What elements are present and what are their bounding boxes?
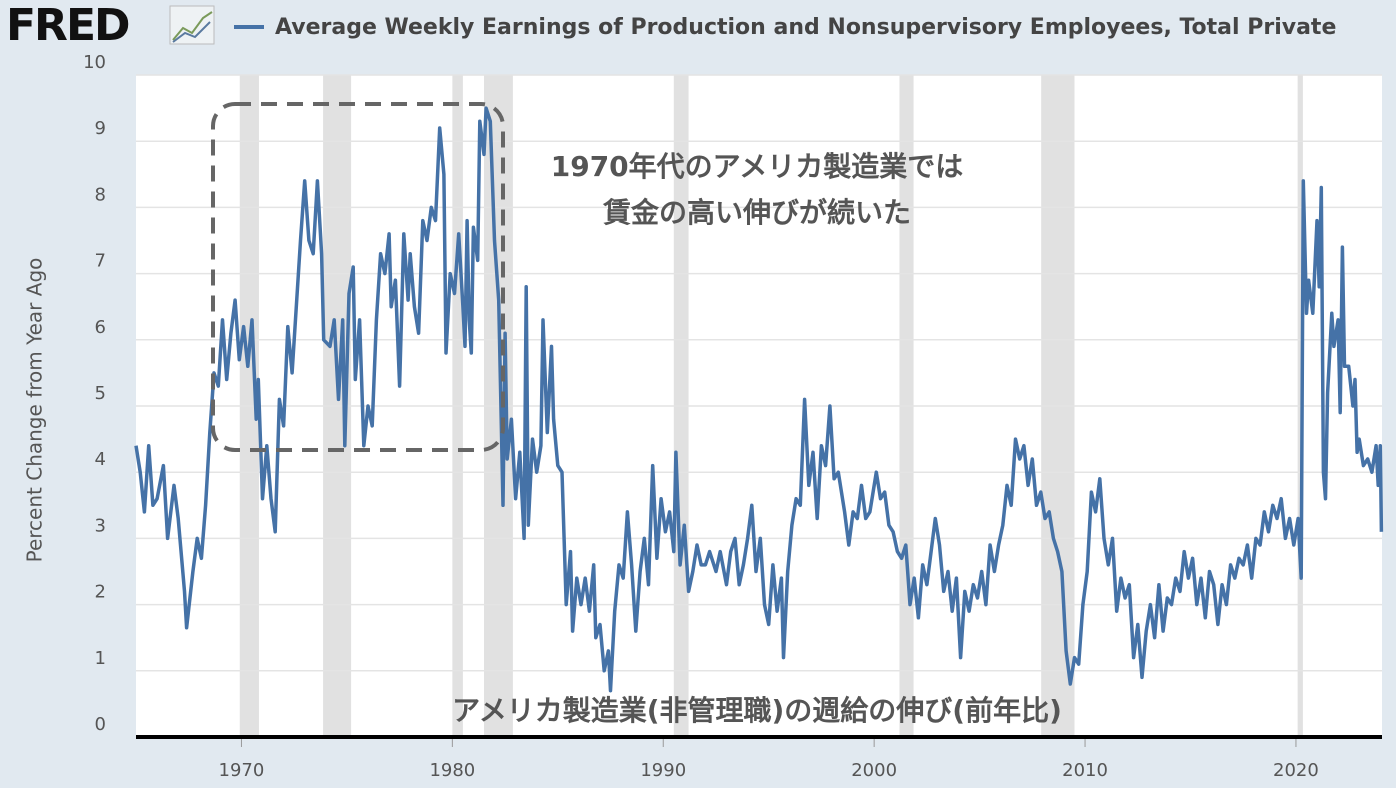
y-tick-label: 7 (95, 251, 106, 272)
annotation: アメリカ製造業(非管理職)の週給の伸び(前年比) (452, 694, 1062, 727)
y-tick-label: 6 (95, 317, 106, 338)
annotation: 賃金の高い伸びが続いた (602, 196, 911, 229)
x-tick-label: 1990 (640, 760, 686, 781)
y-tick-label: 2 (95, 582, 106, 603)
x-tick-label: 1970 (219, 760, 265, 781)
y-tick-label: 3 (95, 515, 106, 536)
logo-icon (169, 5, 215, 45)
highlight-box (211, 102, 505, 452)
x-tick-label: 2020 (1273, 760, 1319, 781)
y-tick-label: 8 (95, 184, 106, 205)
legend-title: Average Weekly Earnings of Production an… (275, 15, 1336, 40)
y-axis-label: Percent Change from Year Ago (23, 258, 47, 563)
x-tick-label: 2000 (851, 760, 897, 781)
y-tick-label: 10 (83, 52, 106, 73)
x-tick-label: 1980 (429, 760, 475, 781)
data-line (134, 106, 1384, 693)
x-tick-label: 2010 (1062, 760, 1108, 781)
y-tick-label: 9 (95, 118, 106, 139)
logo[interactable]: FRED (6, 0, 131, 51)
y-tick-label: 4 (95, 449, 106, 470)
y-tick-label: 5 (95, 383, 106, 404)
annotation: 1970年代のアメリカ製造業では (551, 150, 964, 183)
y-tick-label: 1 (95, 648, 106, 669)
y-tick-label: 0 (95, 714, 106, 735)
